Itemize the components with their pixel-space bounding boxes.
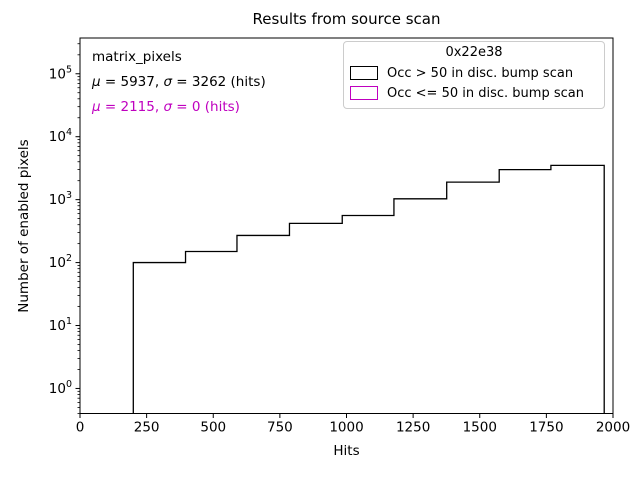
- x-tick-label: 2000: [596, 420, 630, 436]
- histogram-step-series: [132, 164, 605, 414]
- y-axis-label: Number of enabled pixels: [16, 139, 32, 313]
- y-tick-label: 100: [49, 379, 72, 397]
- legend: 0x22e38 Occ > 50 in disc. bump scan Occ …: [343, 41, 605, 109]
- step-swatch-black-icon: [350, 66, 378, 80]
- y-tick-label: 102: [49, 253, 72, 271]
- y-tick-label: 105: [49, 64, 72, 82]
- y-tick-label: 104: [49, 127, 72, 145]
- x-tick-label: 1250: [396, 420, 430, 436]
- x-tick-label: 0: [76, 420, 85, 436]
- dataset-label: matrix_pixels: [92, 49, 182, 65]
- x-tick-label: 1000: [329, 420, 363, 436]
- stats-line-magenta: μ = 2115, σ = 0 (hits): [92, 99, 240, 115]
- legend-entry-label: Occ > 50 in disc. bump scan: [387, 65, 574, 81]
- chart-title: Results from source scan: [252, 10, 441, 28]
- y-tick-label: 101: [49, 316, 72, 334]
- stats-annotation: matrix_pixels μ = 5937, σ = 3262 (hits) …: [92, 45, 266, 120]
- x-axis-label: Hits: [333, 443, 360, 459]
- y-tick-label: 103: [49, 190, 72, 208]
- legend-entry-label: Occ <= 50 in disc. bump scan: [387, 85, 584, 101]
- legend-entry: Occ <= 50 in disc. bump scan: [350, 83, 598, 103]
- stats-line-black: μ = 5937, σ = 3262 (hits): [92, 74, 266, 90]
- legend-entry: Occ > 50 in disc. bump scan: [350, 63, 598, 83]
- x-tick-label: 500: [200, 420, 226, 436]
- x-tick-label: 250: [134, 420, 160, 436]
- legend-title: 0x22e38: [445, 45, 503, 60]
- x-tick-label: 1750: [529, 420, 563, 436]
- x-tick-label: 1500: [463, 420, 497, 436]
- x-axis: 0 250 500 750 1000 1250 1500 1750 2000: [76, 413, 630, 436]
- step-swatch-magenta-icon: [350, 86, 378, 100]
- x-tick-label: 750: [267, 420, 293, 436]
- y-axis: 100 101 102 103 104 105: [49, 43, 80, 414]
